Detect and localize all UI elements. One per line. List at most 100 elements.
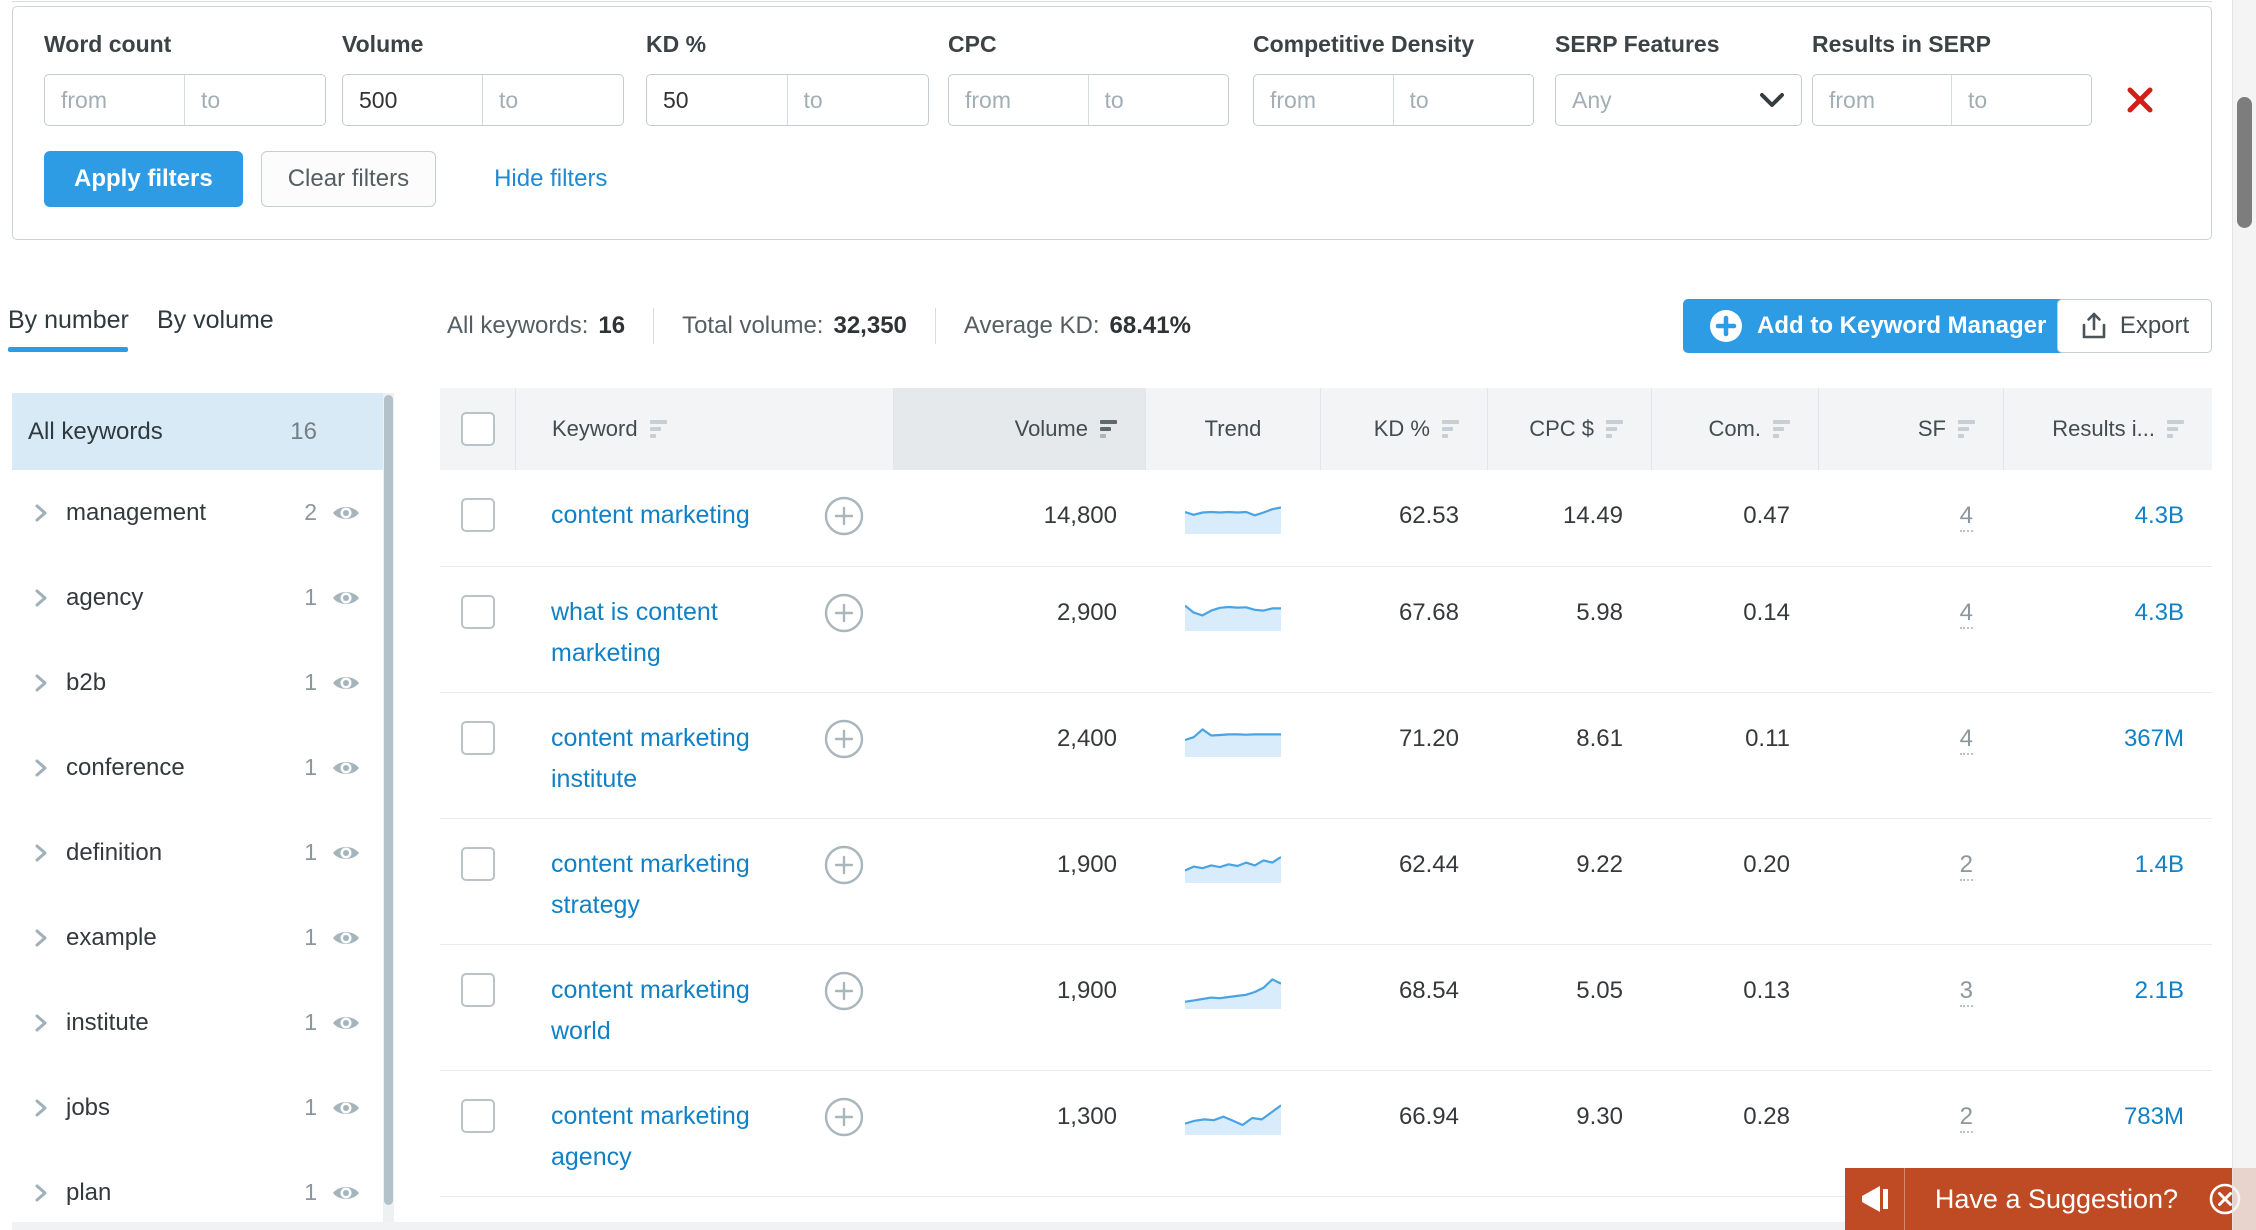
chevron-right-icon[interactable] [32,1012,50,1034]
keyword-link[interactable]: what is content marketing [551,598,718,667]
results-link[interactable]: 783M [2123,1103,2184,1130]
add-keyword-icon[interactable] [823,970,865,1012]
sf-value[interactable]: 2 [1959,851,1973,881]
sidebar-group-item[interactable]: definition 1 [12,810,383,895]
kd-to-input[interactable] [787,75,928,125]
competitive-density-from-input[interactable] [1254,75,1394,125]
sf-cell: 3 [1818,970,2003,1011]
tab-by-number[interactable]: By number [8,306,129,334]
competitive-density-to-input[interactable] [1393,75,1533,125]
suggestion-banner[interactable]: Have a Suggestion? [1845,1168,2256,1230]
sidebar-group-count: 1 [304,1009,317,1035]
word-count-from-input[interactable] [45,75,185,125]
keyword-link[interactable]: content marketing institute [551,724,750,793]
chevron-right-icon[interactable] [32,757,50,779]
tab-by-volume[interactable]: By volume [157,306,274,334]
chevron-right-icon[interactable] [32,587,50,609]
results-link[interactable]: 4.3B [2134,599,2184,626]
filter-word-count: Word count [44,31,326,126]
hide-filters-link[interactable]: Hide filters [494,165,608,192]
sf-value[interactable]: 4 [1959,502,1973,532]
header-com[interactable]: Com. [1651,388,1818,470]
header-sf[interactable]: SF [1818,388,2003,470]
keyword-link[interactable]: content marketing agency [551,1102,750,1171]
results-in-serp-to-input[interactable] [1952,75,2091,125]
cpc-from-input[interactable] [949,75,1089,125]
eye-icon[interactable] [331,503,361,523]
results-link[interactable]: 4.3B [2134,502,2184,529]
sidebar-group-item[interactable]: conference 1 [12,725,383,810]
chevron-right-icon[interactable] [32,1097,50,1119]
add-keyword-icon[interactable] [823,844,865,886]
bottom-row-edge [12,1222,2212,1230]
sidebar-scrollbar-thumb[interactable] [384,395,393,1205]
add-keyword-icon[interactable] [823,495,865,537]
sidebar-group-item[interactable]: management 2 [12,470,383,555]
keyword-link[interactable]: content marketing [551,501,750,529]
eye-icon[interactable] [331,758,361,778]
sf-value[interactable]: 2 [1959,1103,1973,1133]
export-button[interactable]: Export [2057,299,2212,353]
header-volume[interactable]: Volume [893,388,1145,470]
banner-close-icon[interactable] [2208,1182,2242,1216]
kd-value: 62.53 [1398,502,1459,529]
close-filters-icon[interactable] [2125,85,2155,115]
sidebar-group-item[interactable]: plan 1 [12,1150,383,1230]
add-to-keyword-manager-button[interactable]: Add to Keyword Manager [1683,299,2073,353]
eye-icon[interactable] [331,1183,361,1203]
sidebar-all-keywords[interactable]: All keywords 16 [12,393,383,470]
header-results[interactable]: Results i... [2003,388,2212,470]
eye-icon[interactable] [331,843,361,863]
header-kd[interactable]: KD % [1320,388,1487,470]
word-count-to-input[interactable] [185,75,325,125]
sidebar-group-item[interactable]: example 1 [12,895,383,980]
row-checkbox[interactable] [460,595,495,629]
sidebar-group-item[interactable]: b2b 1 [12,640,383,725]
clear-filters-button[interactable]: Clear filters [260,151,437,207]
cpc-to-input[interactable] [1088,75,1228,125]
eye-icon[interactable] [331,928,361,948]
eye-icon[interactable] [331,1098,361,1118]
eye-icon[interactable] [331,673,361,693]
sidebar-scrollbar[interactable] [383,393,394,1230]
row-checkbox[interactable] [460,973,495,1007]
chevron-right-icon[interactable] [32,842,50,864]
sidebar-group-item[interactable]: jobs 1 [12,1065,383,1150]
row-checkbox[interactable] [460,498,495,532]
row-checkbox-cell [440,844,515,881]
page-scrollbar[interactable] [2232,0,2256,1230]
results-link[interactable]: 2.1B [2134,977,2184,1004]
table-body: content marketing 14,800 62 [440,470,2212,1197]
apply-filters-button[interactable]: Apply filters [44,151,243,207]
add-keyword-icon[interactable] [823,592,865,634]
add-keyword-icon[interactable] [823,1096,865,1138]
results-in-serp-from-input[interactable] [1813,75,1952,125]
keyword-link[interactable]: content marketing strategy [551,850,750,919]
chevron-right-icon[interactable] [32,672,50,694]
header-cpc[interactable]: CPC $ [1487,388,1651,470]
chevron-right-icon[interactable] [32,927,50,949]
select-all-checkbox[interactable] [460,412,495,446]
sf-value[interactable]: 4 [1959,725,1973,755]
header-keyword[interactable]: Keyword [515,388,893,470]
keyword-link[interactable]: content marketing world [551,976,750,1045]
row-checkbox[interactable] [460,847,495,881]
chevron-right-icon[interactable] [32,502,50,524]
sidebar-group-item[interactable]: agency 1 [12,555,383,640]
results-link[interactable]: 1.4B [2134,851,2184,878]
sidebar-group-item[interactable]: institute 1 [12,980,383,1065]
row-checkbox[interactable] [460,1099,495,1133]
sf-value[interactable]: 4 [1959,599,1973,629]
results-link[interactable]: 367M [2123,725,2184,752]
serp-features-select[interactable]: Any [1555,74,1802,126]
add-keyword-icon[interactable] [823,718,865,760]
sf-value[interactable]: 3 [1959,977,1973,1007]
eye-icon[interactable] [331,1013,361,1033]
row-checkbox[interactable] [460,721,495,755]
volume-from-input[interactable] [343,75,483,125]
volume-to-input[interactable] [483,75,623,125]
page-scrollbar-thumb[interactable] [2237,97,2252,228]
eye-icon[interactable] [331,588,361,608]
kd-from-input[interactable] [647,75,788,125]
chevron-right-icon[interactable] [32,1182,50,1204]
